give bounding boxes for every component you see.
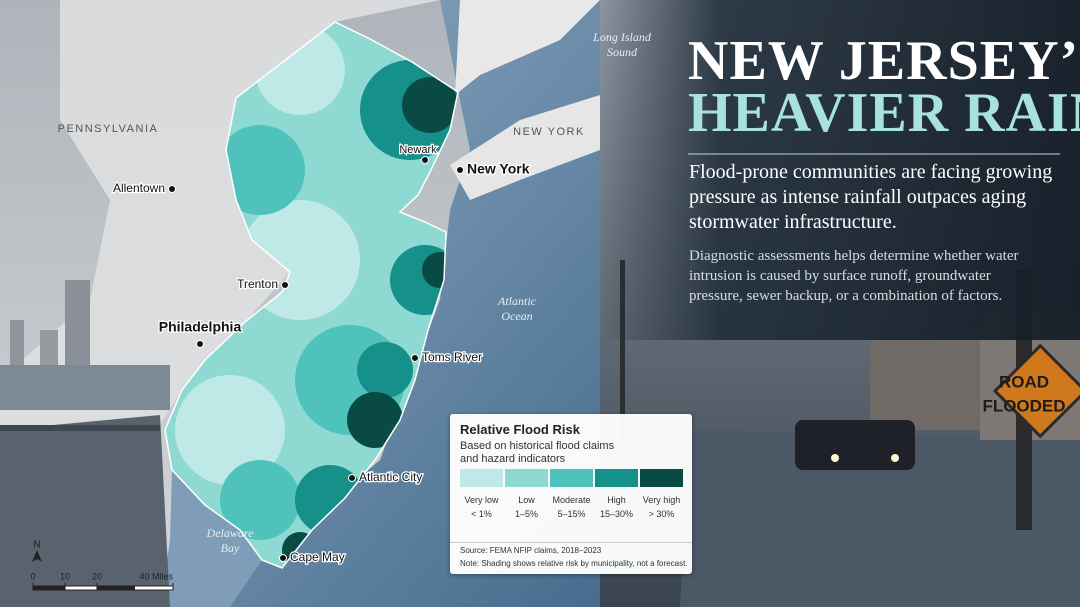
legend-class-range: > 30% bbox=[648, 509, 675, 519]
delaware-bay bbox=[160, 470, 262, 607]
legend-swatch bbox=[505, 469, 548, 487]
scale-bar: N 0 10 20 40 Miles bbox=[30, 540, 174, 591]
state-outline bbox=[164, 21, 459, 569]
legend-class-name: High bbox=[607, 495, 626, 505]
promenade bbox=[0, 415, 170, 607]
legend-class-range: 5–15% bbox=[557, 509, 586, 519]
city-dot bbox=[279, 554, 287, 562]
city-label: Philadelphia bbox=[159, 319, 242, 335]
scale-label: 0 bbox=[30, 571, 35, 581]
title-line: HEAVIER RAINS bbox=[688, 82, 1080, 144]
water-label: Long Island Sound bbox=[592, 30, 652, 59]
sign-text: FLOODED bbox=[982, 396, 1065, 415]
legend-subtitle: Based on historical flood claims and haz… bbox=[460, 440, 615, 465]
legend-class-name: Very high bbox=[642, 495, 681, 505]
legend-swatch bbox=[460, 469, 503, 487]
city-label: Toms River bbox=[422, 350, 482, 364]
city-label: Allentown bbox=[113, 181, 165, 195]
north-arrow bbox=[32, 550, 42, 562]
legend-title: Relative Flood Risk bbox=[460, 422, 580, 437]
building bbox=[40, 330, 58, 370]
legend-class-name: Moderate bbox=[552, 495, 591, 505]
state-label: NEW YORK bbox=[513, 126, 585, 138]
harbor-water bbox=[0, 365, 170, 410]
headlight bbox=[891, 454, 899, 462]
city-dot bbox=[281, 281, 289, 289]
house bbox=[870, 330, 980, 430]
city-dot bbox=[411, 354, 419, 362]
building bbox=[65, 280, 90, 370]
legend-class-range: < 1% bbox=[471, 509, 492, 519]
body-text: Diagnostic assessments helps determine w… bbox=[689, 248, 1019, 304]
city-label: Trenton bbox=[237, 277, 278, 291]
scale-label: 20 bbox=[92, 571, 102, 581]
city-dot bbox=[168, 185, 176, 193]
city-label: Cape May bbox=[290, 550, 345, 564]
city-dot bbox=[348, 474, 356, 482]
legend-class-name: Low bbox=[518, 495, 535, 505]
building bbox=[10, 320, 24, 370]
road-sign bbox=[992, 343, 1080, 439]
water-label: Atlantic Ocean bbox=[497, 294, 537, 323]
legend-class-range: 15–30% bbox=[599, 509, 634, 519]
scale-segment bbox=[33, 586, 65, 590]
title-line: NEW JERSEY’S bbox=[688, 30, 1080, 92]
legend-swatch bbox=[550, 469, 593, 487]
legend-class-range: 1–5% bbox=[514, 509, 539, 519]
scale-segment bbox=[97, 586, 135, 590]
subtitle: Flood-prone communities are facing growi… bbox=[689, 161, 1053, 233]
sign-text: ROAD bbox=[999, 372, 1049, 391]
city-dot bbox=[196, 340, 204, 348]
car bbox=[795, 420, 915, 470]
legend-swatch bbox=[640, 469, 683, 487]
state-label: PENNSYLVANIA bbox=[58, 123, 159, 135]
scale-label: 10 bbox=[60, 571, 70, 581]
map-labels: Long Island Sound Atlantic Ocean Delaware Bay… bbox=[58, 30, 652, 566]
scale-label: 40 Miles bbox=[139, 571, 173, 581]
legend-source: Source: FEMA NFIP claims, 2018–2023 bbox=[460, 546, 602, 555]
region bbox=[175, 375, 285, 485]
region bbox=[402, 77, 458, 133]
new-york-land bbox=[455, 0, 600, 95]
legend-class-name: Very low bbox=[464, 495, 499, 505]
city-dot bbox=[456, 166, 464, 174]
region bbox=[215, 125, 305, 215]
text-panel bbox=[600, 0, 1080, 340]
water-label: Delaware Bay bbox=[206, 526, 255, 555]
railing bbox=[0, 425, 160, 431]
city-label: New York bbox=[467, 161, 530, 177]
flooded-road bbox=[680, 430, 1080, 607]
region bbox=[347, 392, 403, 448]
city-label: Atlantic City bbox=[359, 470, 422, 484]
legend: Relative Flood Risk Based on historical … bbox=[450, 414, 692, 574]
north-label: N bbox=[33, 540, 40, 551]
pole bbox=[620, 260, 625, 440]
city-label: Newark bbox=[399, 144, 437, 156]
legend-swatch bbox=[595, 469, 638, 487]
headlight bbox=[831, 454, 839, 462]
region bbox=[220, 460, 300, 540]
region bbox=[357, 342, 413, 398]
legend-note: Note: Shading shows relative risk by mun… bbox=[460, 559, 688, 568]
city-dot bbox=[421, 156, 429, 164]
legend-divider bbox=[450, 542, 692, 543]
